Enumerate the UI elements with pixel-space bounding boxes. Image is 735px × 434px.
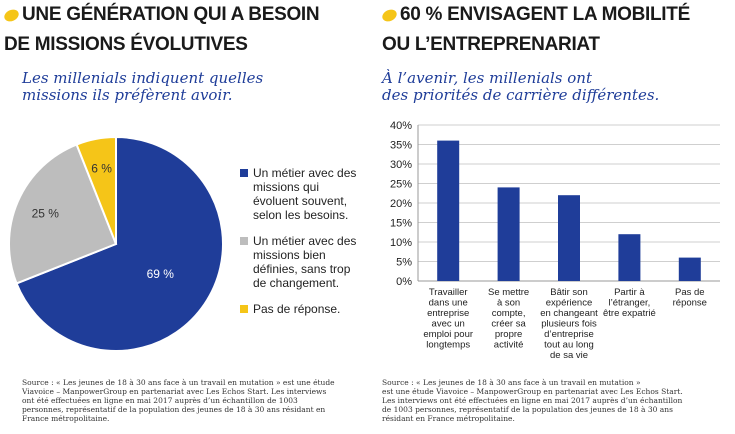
left-panel: UNE GÉNÉRATION QUI A BESOIN DE MISSIONS … (2, 4, 365, 423)
left-subtitle-line1: Les millenials indiquent quelles (22, 69, 264, 87)
pie-slice-label: 25 % (32, 206, 60, 220)
right-subtitle-line1: À l’avenir, les millenials ont (382, 69, 592, 87)
right-source-line: est une étude Viavoice – ManpowerGroup e… (382, 387, 683, 396)
right-source-line: Les interviews ont été effectuées en lig… (382, 396, 683, 405)
bar-chart: 0% 5% 10% 15% 20% 25% 30% 35% 40% Travailler dans … (390, 120, 720, 361)
left-heading-line1: UNE GÉNÉRATION QUI A BESOIN (22, 4, 320, 25)
y-tick-label: 20% (390, 198, 412, 210)
x-category-label: Pas de réponse (673, 287, 707, 309)
bar (497, 187, 520, 281)
left-source-line: Source : « Les jeunes de 18 à 30 ans fac… (22, 378, 335, 387)
legend-swatch (240, 169, 248, 177)
y-tick-label: 30% (390, 159, 412, 171)
legend-item: Un métier avec des missions qui évoluent… (240, 166, 365, 222)
right-panel: 60 % ENVISAGENT LA MOBILITÉ OU L’ENTREPR… (368, 0, 735, 434)
y-tick-label: 15% (390, 218, 412, 230)
bar (618, 234, 641, 281)
pie-legend: Un métier avec des missions qui évoluent… (240, 166, 365, 328)
yellow-dot-icon (2, 7, 21, 24)
right-heading-line2: OU L’ENTREPRENARIAT (382, 34, 600, 55)
bar (678, 257, 701, 281)
left-source-line: France métropolitaine. (22, 414, 110, 423)
pie-slice (15, 135, 224, 352)
x-category-label: Travailler dans une entreprise avec un emplo… (423, 287, 473, 351)
legend-item: Un métier avec des missions bien définie… (240, 234, 365, 290)
pie-slice (8, 143, 118, 285)
bar (437, 140, 460, 281)
legend-swatch (240, 237, 248, 245)
y-tick-label: 0% (396, 276, 412, 288)
right-source-line: de 1003 personnes, représentatif de la p… (382, 405, 673, 414)
pie-slice-label: 6 % (91, 161, 112, 175)
y-tick-label: 5% (396, 257, 412, 269)
pie-chart: 69 % 25 % 6 % (8, 135, 224, 352)
legend-swatch (240, 305, 248, 313)
y-tick-label: 35% (390, 140, 412, 152)
left-heading-line2: DE MISSIONS ÉVOLUTIVES (4, 34, 248, 55)
y-tick-label: 40% (390, 120, 412, 132)
pie-slice (75, 135, 117, 245)
right-source-line: Source : « Les jeunes de 18 à 30 ans fac… (382, 378, 641, 387)
left-source-line: ont été effectuées en ligne en mai 2017 … (22, 396, 298, 405)
x-category-label: Bâtir son expérience en changeant plusieurs… (540, 287, 598, 361)
y-tick-label: 25% (390, 179, 412, 191)
legend-item: Pas de réponse. (240, 302, 365, 316)
legend-label: Un métier avec des missions qui évoluent… (253, 166, 357, 222)
left-source-line: personnes, représentatif de la populatio… (22, 405, 326, 414)
left-subtitle-line2: missions ils préfèrent avoir. (22, 86, 233, 104)
right-source-line: résidant en France métropolitaine. (382, 414, 515, 423)
yellow-dot-icon (380, 7, 399, 24)
y-tick-label: 10% (390, 237, 412, 249)
legend-label: Pas de réponse. (253, 302, 341, 316)
right-heading-line1: 60 % ENVISAGENT LA MOBILITÉ (400, 4, 690, 25)
right-subtitle-line2: des priorités de carrière différentes. (382, 86, 660, 104)
bar (558, 195, 580, 281)
x-category-label: Partir à l’étranger, être expatrié (603, 287, 656, 319)
legend-label: Un métier avec des missions bien définie… (253, 234, 357, 290)
left-source-line: Viavoice – ManpowerGroup en partenariat … (22, 387, 327, 396)
x-category-label: Se mettre à son compte, créer sa propre activ… (488, 287, 529, 351)
pie-slice-label: 69 % (147, 267, 175, 281)
